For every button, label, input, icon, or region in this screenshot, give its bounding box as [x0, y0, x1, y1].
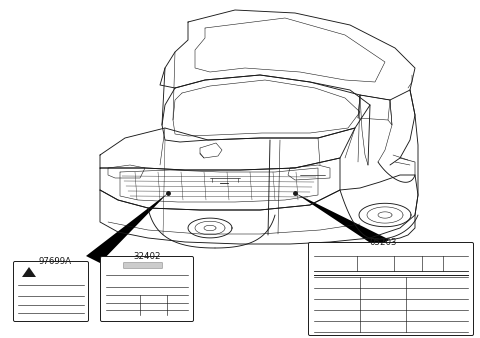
Text: 97699A: 97699A — [38, 257, 71, 266]
FancyBboxPatch shape — [123, 263, 163, 268]
Polygon shape — [22, 267, 36, 277]
Text: 05203: 05203 — [369, 238, 396, 247]
Polygon shape — [86, 193, 168, 263]
FancyBboxPatch shape — [13, 262, 88, 321]
Text: 32402: 32402 — [133, 252, 161, 261]
FancyBboxPatch shape — [100, 257, 193, 321]
FancyBboxPatch shape — [309, 242, 473, 336]
Polygon shape — [295, 193, 390, 246]
